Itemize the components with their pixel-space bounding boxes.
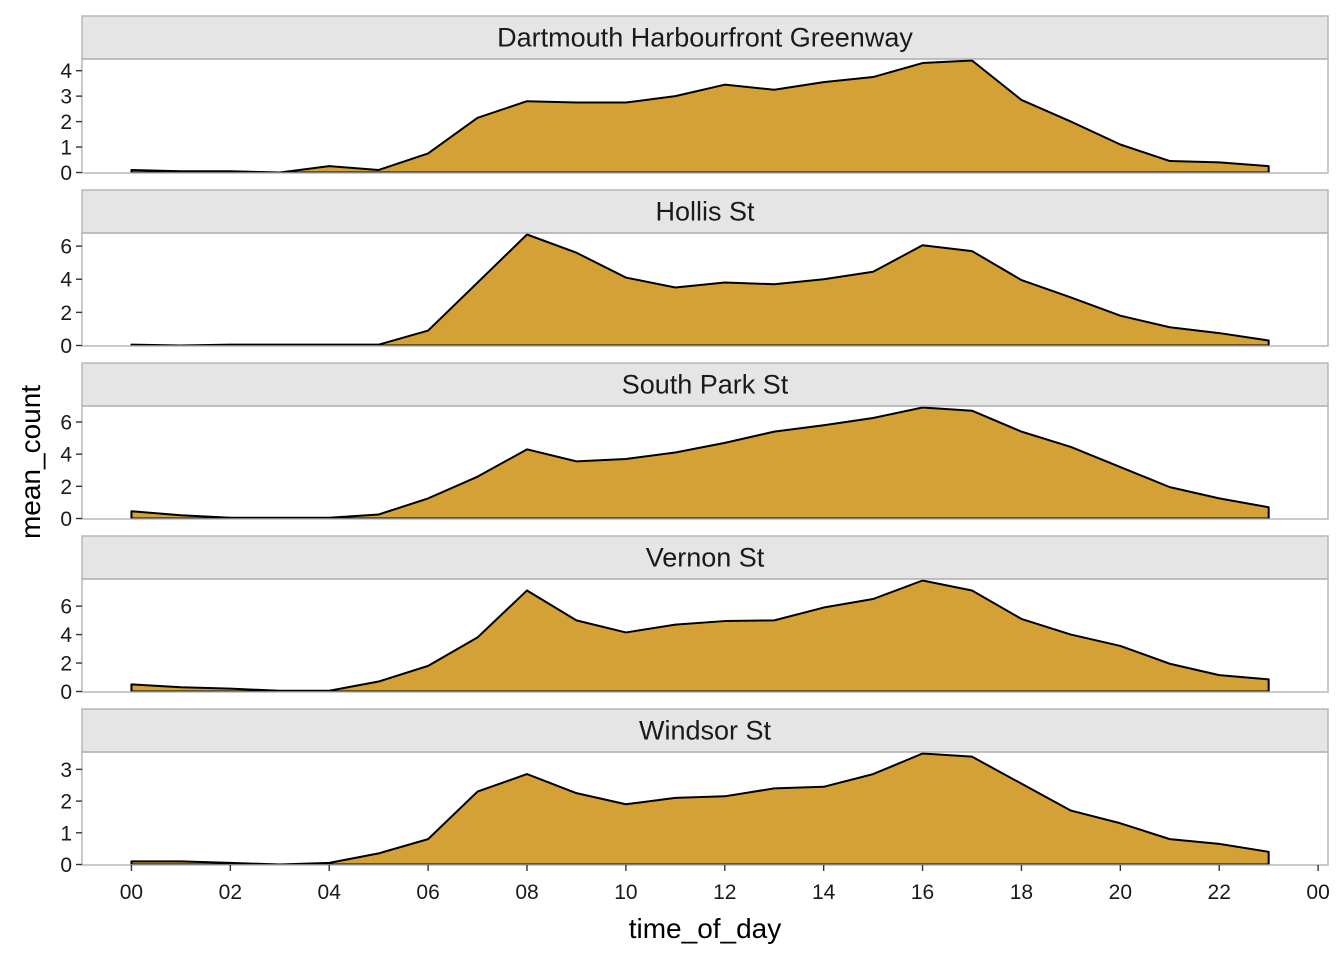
y-tick-label: 2: [60, 791, 72, 814]
y-tick-label: 2: [60, 653, 72, 676]
facet-strip-label: Dartmouth Harbourfront Greenway: [497, 23, 913, 53]
panels-group: Dartmouth Harbourfront Greenway01234Holl…: [60, 15, 1329, 877]
x-tick-label: 20: [1109, 881, 1132, 904]
x-tick-label: 22: [1208, 881, 1231, 904]
panel-border: [81, 405, 1329, 520]
panel-border: [81, 578, 1329, 693]
panel-border: [81, 751, 1329, 866]
x-axis: 00 02 04 06 08 10 12 14 16 18 20 22 00: [120, 865, 1330, 904]
facet-strip: [81, 708, 1329, 753]
y-tick-label: 0: [60, 508, 72, 531]
facet-strip-label: Vernon St: [646, 543, 765, 573]
x-tick-label: 14: [812, 881, 836, 904]
facet-panel: Vernon St 0 2 4 6: [60, 535, 1329, 704]
facet-panel: Windsor St 0 1 2 3: [60, 708, 1329, 877]
facet-panel: South Park St 0 2 4 6: [60, 362, 1329, 531]
y-tick-label: 6: [60, 411, 72, 434]
facet-strip-label: Hollis St: [655, 197, 755, 227]
y-tick-label: 1: [60, 822, 72, 845]
y-tick-label: 3: [60, 759, 72, 782]
x-tick-label: 10: [614, 881, 637, 904]
y-tick-label: 4: [60, 624, 72, 647]
area-series: [130, 406, 1270, 520]
area-series: [130, 579, 1270, 693]
y-tick-label: 1: [60, 137, 72, 160]
area-series: [130, 59, 1270, 174]
x-tick-label: 16: [911, 881, 934, 904]
x-tick-label: 12: [713, 881, 736, 904]
y-tick-label: 0: [60, 854, 72, 877]
y-tick-label: 4: [60, 60, 72, 83]
y-tick-label: 4: [60, 269, 72, 292]
y-tick-label: 3: [60, 86, 72, 109]
y-tick-label: 2: [60, 476, 72, 499]
facet-strip: [81, 535, 1329, 580]
panel-border: [81, 232, 1329, 347]
x-axis-title: time_of_day: [629, 913, 782, 944]
y-tick-label: 4: [60, 444, 72, 467]
y-tick-label: 6: [60, 236, 72, 259]
x-tick-label: 06: [416, 881, 439, 904]
x-tick-label: 00: [1306, 881, 1329, 904]
facet-strip-label: South Park St: [622, 370, 789, 400]
y-tick-label: 0: [60, 162, 72, 185]
x-tick-label: 18: [1010, 881, 1033, 904]
y-tick-label: 6: [60, 596, 72, 619]
x-tick-label: 08: [515, 881, 538, 904]
x-tick-label: 02: [219, 881, 242, 904]
x-tick-label: 00: [120, 881, 143, 904]
facet-strip: [81, 189, 1329, 234]
panel-border: [81, 58, 1329, 174]
y-tick-label: 2: [60, 302, 72, 325]
y-tick-label: 2: [60, 111, 72, 134]
y-axis-title: mean_count: [15, 385, 46, 539]
facet-panel: Dartmouth Harbourfront Greenway 01 23 4: [60, 15, 1329, 185]
facet-panel: Hollis St 0 2 4 6: [60, 189, 1329, 358]
area-series: [130, 752, 1270, 866]
y-tick-label: 0: [60, 681, 72, 704]
y-tick-label: 0: [60, 335, 72, 358]
facet-strip-label: Windsor St: [639, 716, 772, 746]
area-series: [130, 233, 1270, 347]
x-tick-label: 04: [318, 881, 342, 904]
facet-strip: [81, 15, 1329, 60]
